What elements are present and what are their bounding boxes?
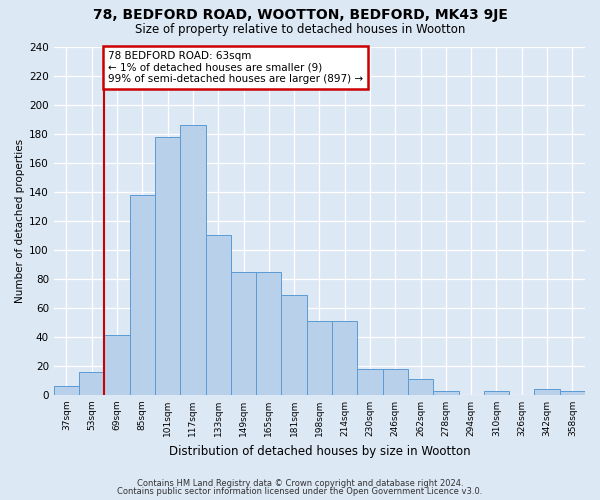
Bar xyxy=(130,194,155,395)
Text: 78 BEDFORD ROAD: 63sqm
← 1% of detached houses are smaller (9)
99% of semi-detac: 78 BEDFORD ROAD: 63sqm ← 1% of detached … xyxy=(108,51,363,84)
Bar xyxy=(332,321,358,395)
Bar xyxy=(180,125,206,395)
Bar xyxy=(307,321,332,395)
Bar xyxy=(560,390,585,395)
Bar xyxy=(281,295,307,395)
Bar xyxy=(433,390,458,395)
Text: Size of property relative to detached houses in Wootton: Size of property relative to detached ho… xyxy=(135,22,465,36)
Bar xyxy=(104,336,130,395)
Text: 78, BEDFORD ROAD, WOOTTON, BEDFORD, MK43 9JE: 78, BEDFORD ROAD, WOOTTON, BEDFORD, MK43… xyxy=(92,8,508,22)
Y-axis label: Number of detached properties: Number of detached properties xyxy=(15,138,25,303)
Bar xyxy=(155,136,180,395)
Bar xyxy=(79,372,104,395)
Bar xyxy=(535,389,560,395)
Bar xyxy=(358,369,383,395)
Bar xyxy=(231,272,256,395)
X-axis label: Distribution of detached houses by size in Wootton: Distribution of detached houses by size … xyxy=(169,444,470,458)
Bar xyxy=(408,379,433,395)
Bar xyxy=(484,390,509,395)
Bar xyxy=(206,235,231,395)
Text: Contains public sector information licensed under the Open Government Licence v3: Contains public sector information licen… xyxy=(118,487,482,496)
Bar xyxy=(256,272,281,395)
Bar xyxy=(383,369,408,395)
Text: Contains HM Land Registry data © Crown copyright and database right 2024.: Contains HM Land Registry data © Crown c… xyxy=(137,478,463,488)
Bar xyxy=(54,386,79,395)
